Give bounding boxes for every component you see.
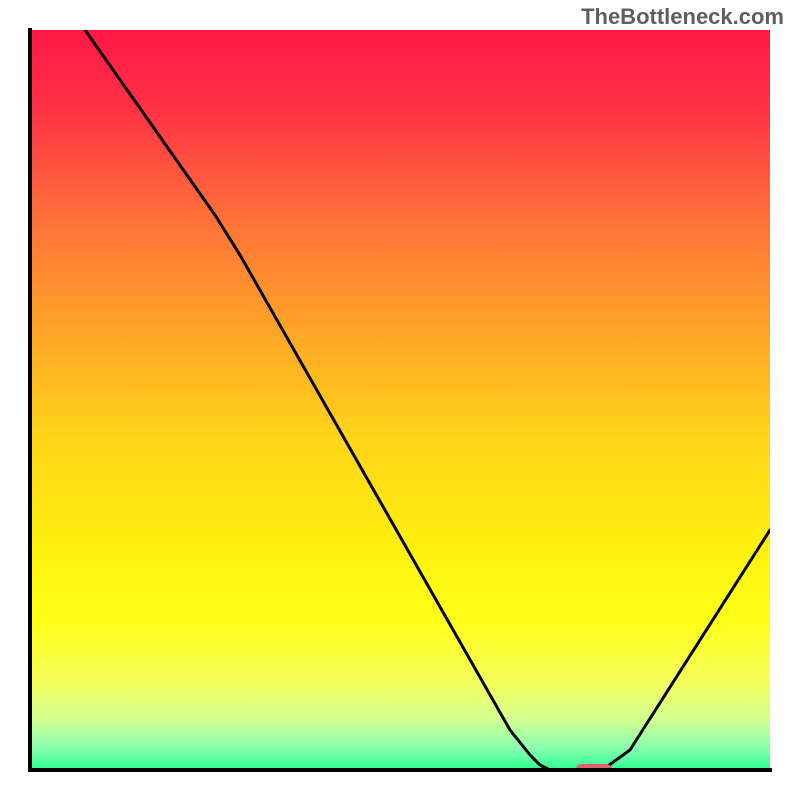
- attribution-text: TheBottleneck.com: [581, 4, 784, 30]
- bottleneck-chart: TheBottleneck.com: [0, 0, 800, 800]
- x-axis: [28, 768, 772, 772]
- gradient-background: [30, 30, 770, 770]
- y-axis: [28, 28, 32, 772]
